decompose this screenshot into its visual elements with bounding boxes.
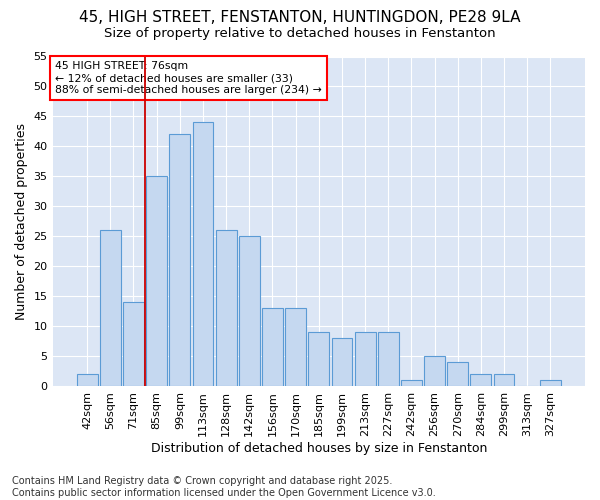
- Bar: [424, 356, 445, 386]
- Bar: [355, 332, 376, 386]
- Bar: [448, 362, 468, 386]
- Bar: [169, 134, 190, 386]
- Bar: [285, 308, 306, 386]
- Bar: [146, 176, 167, 386]
- Bar: [470, 374, 491, 386]
- Text: Size of property relative to detached houses in Fenstanton: Size of property relative to detached ho…: [104, 28, 496, 40]
- Bar: [239, 236, 260, 386]
- Y-axis label: Number of detached properties: Number of detached properties: [15, 123, 28, 320]
- Bar: [77, 374, 98, 386]
- Bar: [262, 308, 283, 386]
- Text: 45 HIGH STREET: 76sqm
← 12% of detached houses are smaller (33)
88% of semi-deta: 45 HIGH STREET: 76sqm ← 12% of detached …: [55, 62, 322, 94]
- Bar: [193, 122, 214, 386]
- Bar: [401, 380, 422, 386]
- Bar: [332, 338, 352, 386]
- Text: 45, HIGH STREET, FENSTANTON, HUNTINGDON, PE28 9LA: 45, HIGH STREET, FENSTANTON, HUNTINGDON,…: [79, 10, 521, 25]
- Bar: [540, 380, 561, 386]
- Bar: [378, 332, 398, 386]
- X-axis label: Distribution of detached houses by size in Fenstanton: Distribution of detached houses by size …: [151, 442, 487, 455]
- Bar: [494, 374, 514, 386]
- Text: Contains HM Land Registry data © Crown copyright and database right 2025.
Contai: Contains HM Land Registry data © Crown c…: [12, 476, 436, 498]
- Bar: [100, 230, 121, 386]
- Bar: [123, 302, 144, 386]
- Bar: [216, 230, 236, 386]
- Bar: [308, 332, 329, 386]
